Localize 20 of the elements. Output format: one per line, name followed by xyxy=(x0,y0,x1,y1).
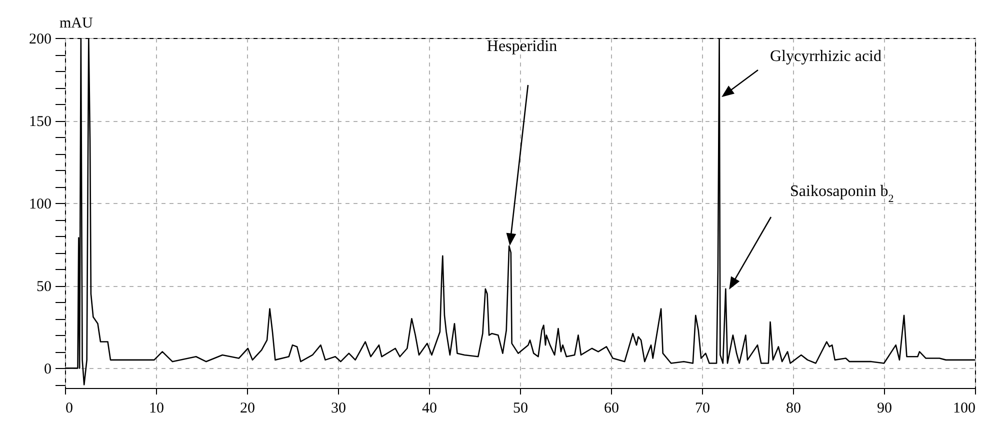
y-tick-label: 100 xyxy=(29,196,52,213)
x-tick-label: 0 xyxy=(66,400,73,416)
x-tick-label: 30 xyxy=(331,400,346,416)
x-tick-label: 60 xyxy=(604,400,619,416)
x-tick-label: 80 xyxy=(786,400,801,416)
x-tick-label: 90 xyxy=(877,400,892,416)
x-tick-label: 100 xyxy=(953,400,976,416)
annotation: Hesperidin xyxy=(486,38,558,55)
x-tick-label: 50 xyxy=(513,400,528,416)
annotation: Glycyrrhizic acid xyxy=(770,48,882,65)
y-tick-label: 0 xyxy=(44,362,52,378)
y-axis-title: mAU xyxy=(60,16,93,32)
x-tick-label: 20 xyxy=(240,400,255,416)
y-tick-label: 50 xyxy=(36,279,52,296)
annotation: Saikosaponin b$_{2}$ xyxy=(790,183,894,205)
x-tick-label: 10 xyxy=(149,400,164,416)
y-tick-label: 150 xyxy=(29,114,52,130)
x-tick-label: 40 xyxy=(422,400,437,416)
y-tick-label: 200 xyxy=(29,32,52,48)
x-tick-label: 70 xyxy=(695,400,710,416)
